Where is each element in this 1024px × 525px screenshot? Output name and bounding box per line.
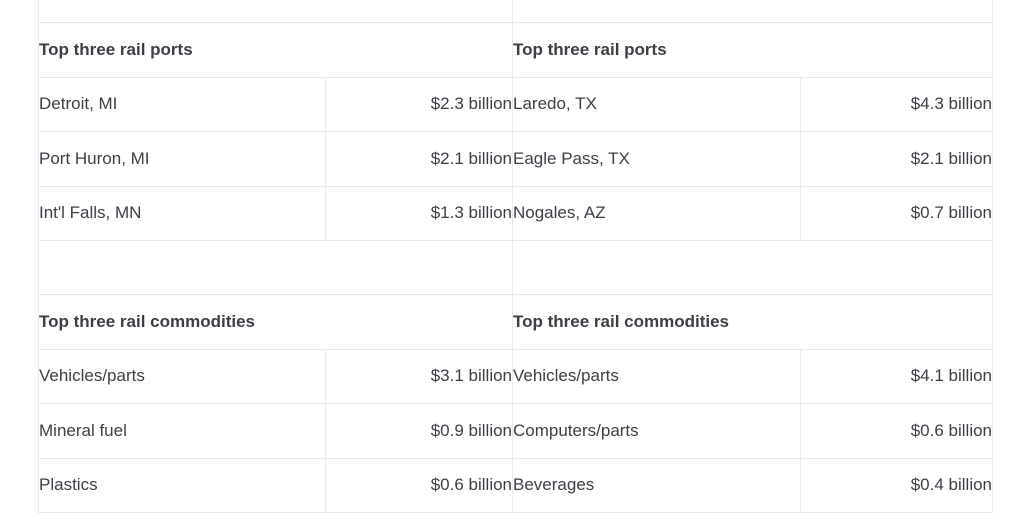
spacer-cell-right xyxy=(512,0,993,24)
table-row: Int'l Falls, MN $1.3 billion Nogales, AZ… xyxy=(38,185,993,241)
section-header-row: Top three rail ports Top three rail port… xyxy=(38,22,993,78)
table-row: Vehicles/parts $3.1 billion Vehicles/par… xyxy=(38,348,993,405)
commodity-label-cell: Beverages xyxy=(512,457,801,513)
section-header-right-ports: Top three rail ports xyxy=(512,22,993,78)
trade-comparison-table: Top three rail ports Top three rail port… xyxy=(38,0,993,513)
section-header-left-ports: Top three rail ports xyxy=(38,22,513,78)
trade-comparison-table-wrap: Top three rail ports Top three rail port… xyxy=(38,0,993,513)
commodity-value-cell: $0.9 billion xyxy=(325,403,513,459)
commodity-value-cell: $0.6 billion xyxy=(325,457,513,513)
section-header-left-commodities: Top three rail commodities xyxy=(38,294,513,350)
port-value-cell: $0.7 billion xyxy=(800,185,993,241)
table-row: Plastics $0.6 billion Beverages $0.4 bil… xyxy=(38,457,993,513)
spacer-cell-left xyxy=(38,0,513,24)
port-value-cell: $1.3 billion xyxy=(325,185,513,241)
commodity-label-cell: Plastics xyxy=(38,457,326,513)
section-header-right-commodities: Top three rail commodities xyxy=(512,294,993,350)
port-label-cell: Eagle Pass, TX xyxy=(512,131,801,187)
commodity-value-cell: $0.4 billion xyxy=(800,457,993,513)
commodity-value-cell: $0.6 billion xyxy=(800,403,993,459)
spacer-row xyxy=(38,239,993,296)
port-value-cell: $4.3 billion xyxy=(800,76,993,133)
table-row: Port Huron, MI $2.1 billion Eagle Pass, … xyxy=(38,131,993,187)
port-label-cell: Int'l Falls, MN xyxy=(38,185,326,241)
port-label-cell: Port Huron, MI xyxy=(38,131,326,187)
commodity-label-cell: Vehicles/parts xyxy=(38,348,326,405)
table-row: Detroit, MI $2.3 billion Laredo, TX $4.3… xyxy=(38,76,993,133)
port-label-cell: Nogales, AZ xyxy=(512,185,801,241)
port-label-cell: Detroit, MI xyxy=(38,76,326,133)
section-header-row: Top three rail commodities Top three rai… xyxy=(38,294,993,350)
commodity-label-cell: Computers/parts xyxy=(512,403,801,459)
commodity-label-cell: Vehicles/parts xyxy=(512,348,801,405)
commodity-value-cell: $4.1 billion xyxy=(800,348,993,405)
port-label-cell: Laredo, TX xyxy=(512,76,801,133)
port-value-cell: $2.1 billion xyxy=(325,131,513,187)
commodity-label-cell: Mineral fuel xyxy=(38,403,326,459)
port-value-cell: $2.3 billion xyxy=(325,76,513,133)
spacer-cell-right xyxy=(512,239,993,296)
table-row: Mineral fuel $0.9 billion Computers/part… xyxy=(38,403,993,459)
port-value-cell: $2.1 billion xyxy=(800,131,993,187)
spacer-row xyxy=(38,0,993,24)
spacer-cell-left xyxy=(38,239,513,296)
commodity-value-cell: $3.1 billion xyxy=(325,348,513,405)
